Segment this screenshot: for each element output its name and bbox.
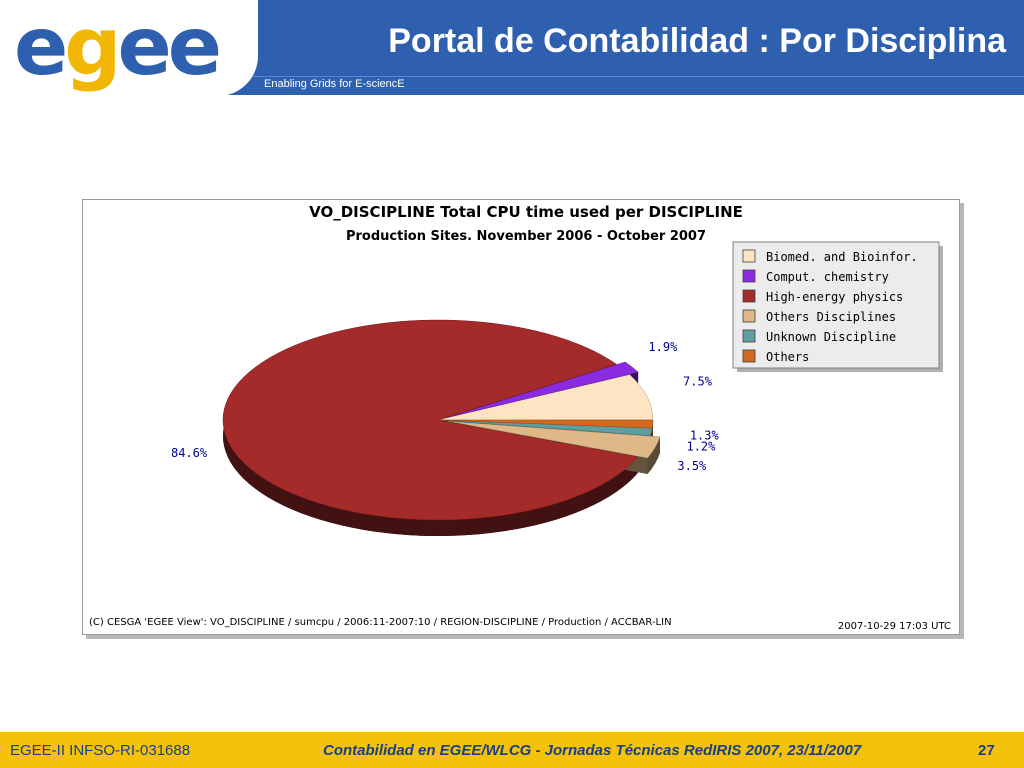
legend-swatch	[742, 309, 756, 323]
pie-label: 3.5%	[677, 459, 707, 473]
legend-swatch	[742, 269, 756, 283]
pie-slice-others-disciplines	[447, 420, 661, 459]
legend-label: High-energy physics	[766, 290, 903, 304]
pie-slice-comput-chemistry	[446, 361, 639, 418]
pie-label: 84.6%	[171, 446, 208, 460]
legend-swatch	[742, 349, 756, 363]
legend-swatch	[742, 289, 756, 303]
pie-chart-frame: VO_DISCIPLINE Total CPU time used per DI…	[82, 199, 960, 635]
legend-label: Others Disciplines	[766, 310, 896, 324]
pie-labels: 7.5% 1.9% 84.6% 3.5% 1.2%1.3%	[171, 340, 719, 473]
page-number: 27	[978, 742, 995, 759]
slide-footer: EGEE-II INFSO-RI-031688 Contabilidad en …	[0, 732, 1024, 768]
pie-label: 7.5%	[683, 375, 713, 389]
pie-slice-biomed-and-bioinfor	[437, 374, 654, 421]
chart-legend: Biomed. and Bioinfor. Comput. chemistry Hi…	[732, 241, 943, 372]
pie-chart: VO_DISCIPLINE Total CPU time used per DI…	[89, 203, 951, 632]
footer-event: Contabilidad en EGEE/WLCG - Jornadas Téc…	[323, 742, 862, 759]
pie-slice-high-energy-physics	[222, 319, 639, 521]
pie-label: 1.2%	[686, 439, 716, 453]
legend-swatch	[742, 249, 756, 263]
slide-header: egee Portal de Contabilidad : Por Discip…	[0, 0, 1024, 96]
footer-project-id: EGEE-II INFSO-RI-031688	[10, 742, 191, 759]
egee-logo: egee	[0, 0, 258, 96]
pie-slice-others	[437, 419, 654, 429]
legend-label: Unknown Discipline	[766, 330, 896, 344]
pie-slices	[222, 319, 661, 521]
chart-title: VO_DISCIPLINE Total CPU time used per DI…	[309, 203, 743, 221]
legend-swatch	[742, 329, 756, 343]
pie-label: 1.9%	[648, 340, 678, 354]
slide-title: Portal de Contabilidad : Por Disciplina	[388, 22, 1006, 60]
legend-label: Comput. chemistry	[766, 270, 889, 284]
pie-label: 1.3%	[690, 429, 720, 443]
legend-label: Biomed. and Bioinfor.	[766, 250, 918, 264]
header-subbar	[0, 76, 1024, 95]
chart-timestamp: 2007-10-29 17:03 UTC	[838, 621, 951, 632]
pie-slice-side	[647, 436, 660, 475]
legend-label: Others	[766, 350, 809, 364]
chart-credit: (C) CESGA 'EGEE View': VO_DISCIPLINE / s…	[89, 617, 672, 628]
egee-logo-text: egee	[14, 0, 222, 93]
chart-subtitle: Production Sites. November 2006 - Octobe…	[346, 229, 706, 244]
slide-subtitle: Enabling Grids for E-sciencE	[264, 78, 405, 90]
legend-items: Biomed. and Bioinfor. Comput. chemistry Hi…	[742, 249, 918, 364]
